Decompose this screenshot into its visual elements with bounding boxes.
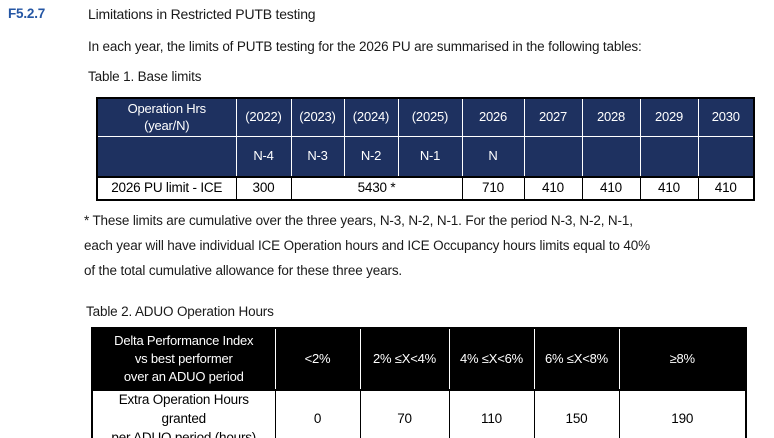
table2-data-row: Extra Operation Hours granted per ADUO p… — [91, 389, 747, 438]
table1-n-index-cell — [698, 136, 755, 177]
aduo-operation-hours-table: Delta Performance Index vs best performe… — [91, 327, 747, 438]
table2-range-header: 6% ≤X<8% — [534, 328, 620, 390]
table2-range-header: 4% ≤X<6% — [449, 328, 535, 390]
table2-range-header: <2% — [275, 328, 361, 390]
table1-data-row: 2026 PU limit - ICE 300 5430 * 710 410 4… — [96, 176, 755, 201]
table1-year-header-row: Operation Hrs (year/N) (2022) (2023) (20… — [97, 98, 755, 137]
table1-value-2029: 410 — [639, 176, 699, 201]
table1-footnote: * These limits are cumulative over the t… — [84, 213, 650, 278]
table1-n-index-cell — [640, 136, 699, 177]
table1-n-index-cell: N-3 — [291, 136, 345, 177]
table1-year-header: 2029 — [640, 98, 699, 137]
table1-year-header: (2024) — [344, 98, 399, 137]
table1-n-index-cell — [524, 136, 583, 177]
section-title: Limitations in Restricted PUTB testing — [88, 6, 316, 22]
table1-value-2022: 300 — [235, 176, 292, 201]
table1-year-header: (2023) — [291, 98, 345, 137]
table1-value-2028: 410 — [581, 176, 641, 201]
table2-value: 190 — [618, 389, 747, 438]
table1-n-index-cell: N — [462, 136, 525, 177]
table2-row-label: Extra Operation Hours granted per ADUO p… — [91, 389, 276, 438]
table1-year-header: (2022) — [236, 98, 292, 137]
table2-header-label: Delta Performance Index vs best performe… — [92, 328, 276, 390]
section-number: F5.2.7 — [8, 6, 46, 21]
base-limits-table: Operation Hrs (year/N) (2022) (2023) (20… — [96, 97, 755, 201]
table1-n-index-cell: N-1 — [398, 136, 463, 177]
table1-year-header: 2030 — [698, 98, 755, 137]
table2-range-header: ≥8% — [619, 328, 747, 390]
table1-value-merged-2023-2025: 5430 * — [290, 176, 463, 201]
table1-row-label: 2026 PU limit - ICE — [96, 176, 237, 201]
table1-year-header: 2026 — [462, 98, 525, 137]
table2-value: 150 — [533, 389, 620, 438]
table2-value: 0 — [274, 389, 361, 438]
table1-corner-header: Operation Hrs (year/N) — [97, 98, 237, 137]
intro-paragraph: In each year, the limits of PUTB testing… — [88, 39, 642, 54]
table1-year-header: 2027 — [524, 98, 583, 137]
table1-value-2030: 410 — [697, 176, 755, 201]
table1-value-2026: 710 — [461, 176, 525, 201]
table2-value: 110 — [448, 389, 535, 438]
table1-n-index-cell — [582, 136, 641, 177]
table1-n-index-cell: N-4 — [236, 136, 292, 177]
table2-value: 70 — [359, 389, 450, 438]
table1-year-header: 2028 — [582, 98, 641, 137]
table2-header-row: Delta Performance Index vs best performe… — [92, 328, 747, 390]
table1-value-2027: 410 — [523, 176, 583, 201]
table1-year-header: (2025) — [398, 98, 463, 137]
table2-range-header: 2% ≤X<4% — [360, 328, 450, 390]
table1-n-index-cell: N-2 — [344, 136, 399, 177]
table2-caption: Table 2. ADUO Operation Hours — [86, 304, 274, 319]
table1-caption: Table 1. Base limits — [88, 69, 202, 84]
table1-n-index-cell — [97, 136, 237, 177]
table1-n-index-row: N-4 N-3 N-2 N-1 N — [97, 136, 755, 177]
